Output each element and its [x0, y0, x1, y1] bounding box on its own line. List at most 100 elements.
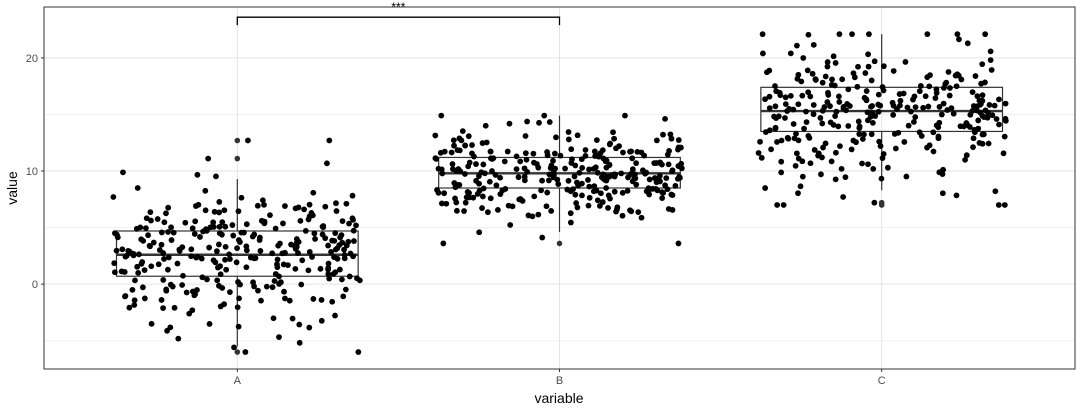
data-point-A	[164, 266, 171, 273]
data-point-B	[493, 182, 500, 189]
outlier-point	[234, 349, 241, 355]
data-point-A	[311, 230, 318, 237]
data-point-B	[551, 150, 558, 157]
data-point-C	[971, 126, 978, 133]
data-point-B	[479, 205, 485, 211]
data-point-A	[158, 229, 165, 236]
data-point-B	[619, 212, 626, 219]
data-point-B	[473, 161, 479, 167]
data-point-B	[435, 189, 442, 196]
data-point-C	[984, 114, 991, 121]
data-point-C	[825, 89, 831, 96]
data-point-C	[945, 69, 952, 75]
data-point-C	[758, 154, 765, 161]
data-point-C	[901, 139, 908, 145]
data-point-B	[678, 144, 684, 151]
data-point-A	[192, 218, 199, 225]
data-point-A	[119, 246, 126, 253]
data-point-C	[969, 89, 976, 95]
data-point-C	[856, 131, 863, 137]
data-point-C	[835, 123, 842, 130]
data-point-B	[458, 137, 465, 144]
data-point-B	[476, 187, 483, 194]
data-point-B	[575, 182, 581, 189]
data-point-B	[456, 181, 463, 188]
data-point-B	[555, 181, 562, 188]
data-point-A	[214, 248, 220, 255]
data-point-B	[662, 115, 668, 122]
y-tick-label: 0	[32, 279, 38, 291]
data-point-B	[603, 164, 610, 171]
data-point-A	[203, 226, 209, 233]
data-point-A	[324, 160, 330, 167]
data-point-C	[910, 96, 916, 103]
data-point-C	[987, 57, 994, 64]
data-point-C	[766, 105, 773, 112]
data-point-B	[479, 193, 486, 200]
data-point-A	[206, 321, 213, 327]
data-point-C	[759, 31, 766, 38]
data-point-C	[862, 70, 869, 76]
data-point-C	[870, 165, 877, 172]
data-point-B	[509, 203, 516, 210]
data-point-C	[890, 68, 897, 74]
data-point-A	[233, 259, 240, 266]
data-point-A	[219, 219, 226, 226]
data-point-B	[489, 168, 495, 174]
data-point-A	[256, 237, 263, 243]
data-point-A	[339, 218, 346, 225]
data-point-C	[840, 105, 847, 112]
data-point-C	[842, 174, 849, 181]
x-tick-label: B	[556, 375, 563, 387]
data-point-A	[342, 286, 349, 293]
data-point-B	[675, 240, 682, 247]
data-point-C	[868, 103, 874, 110]
data-point-A	[301, 206, 307, 213]
data-point-C	[766, 67, 773, 74]
data-point-B	[665, 206, 672, 212]
data-point-A	[230, 232, 237, 239]
data-point-C	[979, 61, 986, 68]
data-point-B	[613, 145, 619, 152]
data-point-C	[836, 99, 843, 105]
data-point-C	[948, 105, 955, 112]
data-point-B	[531, 159, 537, 166]
data-point-A	[226, 251, 233, 258]
data-point-A	[111, 269, 118, 276]
data-point-B	[662, 182, 669, 189]
data-point-C	[876, 138, 883, 145]
data-point-C	[935, 124, 942, 131]
data-point-B	[668, 135, 675, 142]
data-point-C	[819, 79, 826, 86]
data-point-A	[255, 287, 261, 294]
data-point-A	[263, 283, 270, 290]
data-point-C	[912, 104, 919, 111]
data-point-B	[669, 192, 676, 199]
data-point-B	[624, 187, 631, 194]
data-point-C	[773, 115, 779, 121]
data-point-A	[223, 266, 230, 273]
data-point-A	[251, 283, 257, 290]
data-point-C	[976, 140, 983, 146]
data-point-A	[350, 227, 357, 234]
data-point-C	[850, 70, 857, 77]
data-point-C	[810, 41, 817, 48]
data-point-B	[599, 147, 606, 154]
data-point-B	[453, 199, 460, 206]
data-point-B	[651, 160, 658, 166]
data-point-C	[819, 120, 826, 127]
data-point-B	[663, 175, 670, 182]
data-point-A	[188, 253, 194, 260]
data-point-A	[113, 247, 120, 254]
data-point-A	[234, 304, 241, 311]
data-point-C	[871, 58, 878, 65]
data-point-A	[111, 260, 118, 267]
data-point-B	[579, 164, 586, 171]
data-point-A	[165, 254, 172, 261]
data-point-B	[657, 178, 663, 185]
data-point-A	[243, 221, 250, 228]
data-point-A	[219, 231, 225, 238]
data-point-C	[782, 101, 789, 108]
data-point-B	[453, 207, 460, 214]
